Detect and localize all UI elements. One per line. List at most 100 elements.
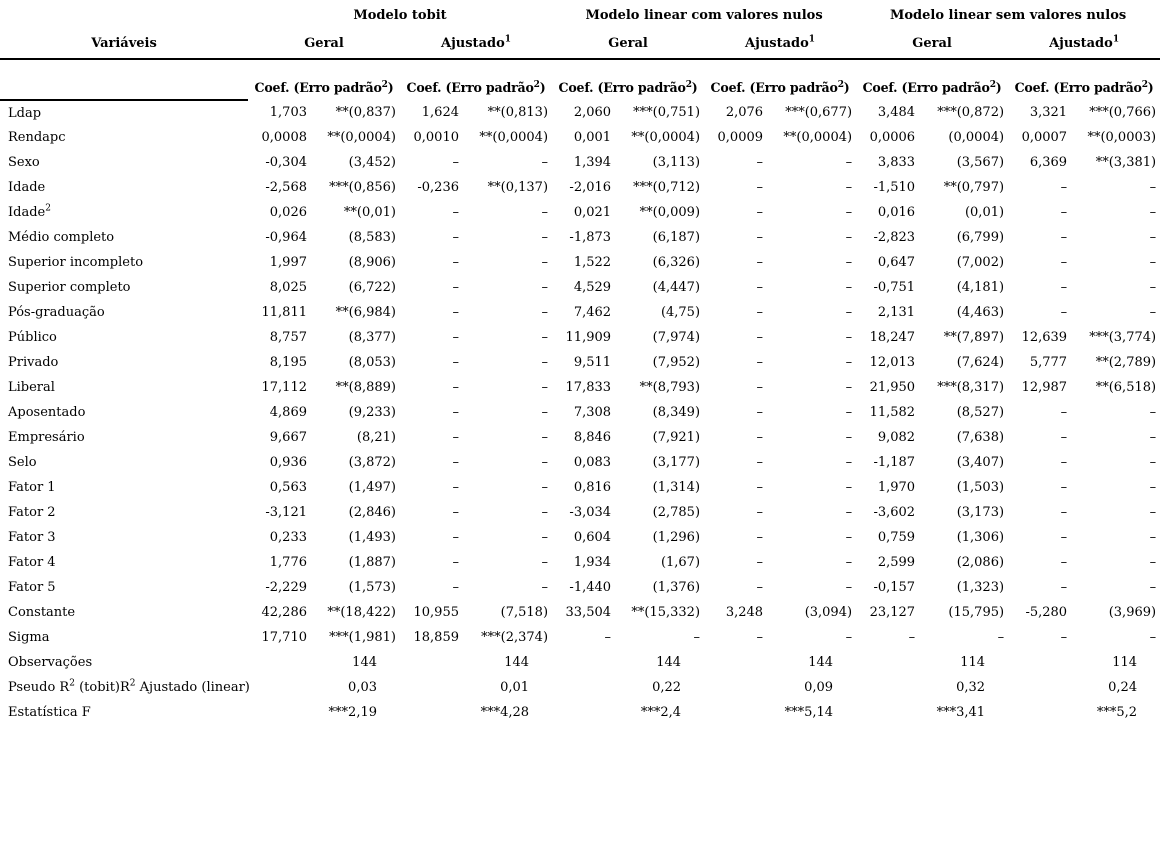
stderr-cell: **(18,422) (327, 605, 396, 620)
row-label: Superior incompleto (8, 255, 144, 270)
stderr-cell: – (845, 180, 853, 195)
coef-cell: 18,247 (869, 330, 916, 345)
stderr-cell: **(6,984) (335, 305, 396, 320)
coef-cell: 17,710 (261, 630, 308, 645)
coef-cell: -1,873 (569, 230, 612, 245)
table-row: Idade -2,568 ***(0,856) -0,236 **(0,137) -2,0… (0, 175, 1160, 200)
coef-header-sup: 2 (837, 79, 844, 90)
stderr-cell: (3,969) (1108, 605, 1157, 620)
coef-header-suffix: ) (539, 80, 546, 95)
coef-header-text: Coef. (Erro padrão (254, 80, 382, 95)
coef-cell: – (452, 555, 460, 570)
coef-cell: – (756, 155, 764, 170)
coef-cell: – (756, 305, 764, 320)
empty-corner-cell (0, 2, 248, 28)
stderr-cell: – (845, 330, 853, 345)
stderr-cell: (3,567) (956, 155, 1005, 170)
coef-cell: 0,563 (269, 480, 307, 495)
row-label: Observações (8, 655, 93, 670)
model-header-ajustado-1: Ajustado1 (400, 28, 553, 60)
row-label: Sexo (8, 155, 40, 170)
coef-cell: 0,759 (877, 530, 916, 545)
stderr-cell: (3,452) (348, 155, 396, 170)
stderr-cell: **(0,0004) (783, 130, 853, 145)
stderr-cell: – (1149, 205, 1157, 220)
coef-cell: 9,511 (573, 355, 612, 370)
coef-cell: – (1060, 405, 1068, 420)
coef-cell: 3,321 (1029, 105, 1068, 120)
summary-cell: 144 (504, 655, 530, 670)
row-label: Aposentado (8, 405, 86, 420)
stderr-cell: – (1149, 480, 1157, 495)
stderr-cell: (8,583) (348, 230, 396, 245)
stderr-cell: – (845, 480, 853, 495)
coef-header-text: Coef. (Erro padrão (710, 80, 838, 95)
table-row: Liberal 17,112 **(8,889) – – 17,833 **(8,793) –… (0, 375, 1160, 400)
stderr-cell: (4,75) (660, 305, 701, 320)
row-label: Fator 2 (8, 505, 56, 520)
stderr-cell: **(0,0004) (327, 130, 396, 145)
variables-header: Variáveis (0, 28, 248, 60)
stderr-cell: (1,67) (660, 555, 701, 570)
stderr-cell: – (541, 230, 549, 245)
coef-cell: -5,280 (1025, 605, 1068, 620)
table-row: Fator 2 -3,121 (2,846) – – -3,034 (2,785) – – -3,… (0, 500, 1160, 525)
coef-cell: – (756, 455, 764, 470)
stderr-cell: – (845, 405, 853, 420)
coef-cell: 9,082 (877, 430, 916, 445)
stderr-cell: – (845, 555, 853, 570)
coef-cell: – (1060, 205, 1068, 220)
stderr-cell: – (1149, 405, 1157, 420)
coef-header: Coef. (Erro padrão2) (400, 59, 552, 100)
coef-cell: – (756, 555, 764, 570)
stderr-cell: ***(0,751) (633, 105, 701, 120)
stderr-cell: **(0,0004) (479, 130, 549, 145)
coef-cell: – (756, 505, 764, 520)
coef-cell: 4,869 (269, 405, 307, 420)
stderr-cell: – (541, 205, 549, 220)
model-header-ajustado-3: Ajustado1 (1008, 28, 1160, 60)
coef-cell: – (756, 330, 764, 345)
coef-cell: 17,833 (565, 380, 612, 395)
coef-cell: -3,121 (265, 505, 307, 520)
coef-cell: 6,369 (1029, 155, 1068, 170)
stderr-cell: (7,002) (956, 255, 1005, 270)
stderr-cell: (6,799) (956, 230, 1005, 245)
stderr-cell: – (845, 255, 853, 270)
stderr-cell: – (541, 480, 549, 495)
coef-cell: – (756, 280, 764, 295)
stderr-cell: (3,872) (348, 455, 396, 470)
coef-cell: -1,440 (569, 580, 612, 595)
stderr-cell: – (541, 555, 549, 570)
stderr-cell: (1,497) (348, 480, 396, 495)
coef-header-sup: 2 (685, 79, 692, 90)
row-label: Selo (8, 455, 37, 470)
summary-cell: ***5,14 (784, 705, 834, 720)
stderr-cell: – (845, 505, 853, 520)
table-row: Ldap 1,703 **(0,837) 1,624 **(0,813) 2,060 ***… (0, 100, 1160, 125)
stderr-cell: ***(2,374) (481, 630, 549, 645)
model-group-row: Modelo tobit Modelo linear com valores n… (0, 2, 1160, 28)
coef-header-suffix: ) (843, 80, 850, 95)
stderr-cell: – (845, 580, 853, 595)
row-label: Fator 5 (8, 580, 56, 595)
coef-cell: – (756, 230, 764, 245)
coef-cell: 0,083 (573, 455, 612, 470)
coef-cell: 8,025 (269, 280, 307, 295)
stderr-cell: (7,952) (652, 355, 701, 370)
coef-cell: – (756, 430, 764, 445)
coef-cell: 1,703 (269, 105, 307, 120)
coef-cell: – (908, 630, 916, 645)
stderr-cell: ***(0,712) (633, 180, 701, 195)
coef-cell: -0,304 (265, 155, 307, 170)
table-row: Idade2 0,026 **(0,01) – – 0,021 **(0,009) – – 0,0… (0, 200, 1160, 225)
summary-cell: 0,01 (500, 680, 530, 695)
coef-header: Coef. (Erro padrão2) (248, 59, 400, 100)
coef-cell: 21,950 (869, 380, 916, 395)
stderr-cell: – (1149, 455, 1157, 470)
coef-cell: 2,076 (725, 105, 764, 120)
coef-cell: – (452, 155, 460, 170)
coef-cell: – (756, 355, 764, 370)
table-row: Selo 0,936 (3,872) – – 0,083 (3,177) – – -1,187 (3… (0, 450, 1160, 475)
coef-cell: – (1060, 505, 1068, 520)
